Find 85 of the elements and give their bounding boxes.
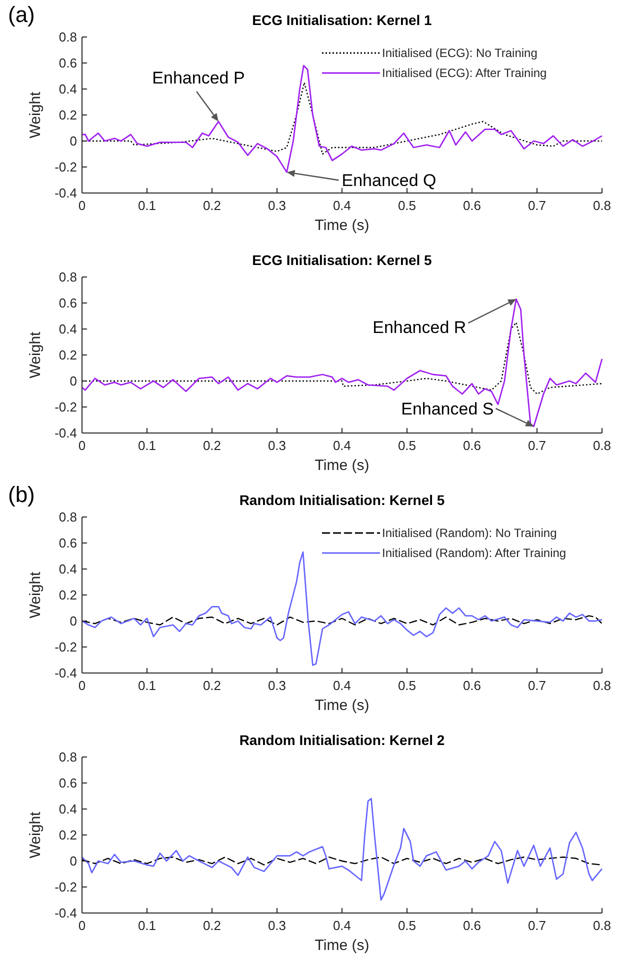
y-tick-label: 0.2 [58,588,77,602]
x-tick-label: 0.7 [528,198,546,213]
y-tick-label: 0.4 [58,82,77,96]
x-tick-label: 0.5 [398,678,416,693]
y-tick-label: -0.2 [54,400,77,414]
legend-label: Initialised (ECG): No Training [382,46,538,60]
y-tick-label: -0.4 [54,666,77,680]
x-axis-title: Time (s) [314,697,370,714]
y-tick-label: 0.8 [58,270,77,284]
y-tick-label: 0.8 [58,510,77,524]
x-tick-label: 0.1 [138,438,156,453]
annotation: Enhanced Q [342,171,436,190]
y-tick-label: 0 [70,614,77,628]
x-tick-label: 0.8 [592,198,612,213]
legend-label: Initialised (Random): After Training [382,546,566,560]
y-tick-label: 0.6 [58,296,77,310]
y-tick-label: 0 [70,374,77,388]
x-tick-label: 0.5 [398,438,416,453]
x-tick-label: 0.8 [592,678,612,693]
legend-label: Initialised (Random): No Training [382,526,557,540]
x-tick-label: 0.1 [138,198,156,213]
y-tick-label: -0.2 [54,880,77,894]
x-tick-label: 0.8 [592,918,612,933]
y-tick-label: 0.8 [58,750,77,764]
y-axis-title: Weight [27,330,44,378]
y-tick-label: 0.2 [58,108,77,122]
x-tick-label: 0.4 [332,198,352,213]
y-tick-label: -0.4 [54,186,77,200]
x-tick-label: 0.4 [332,918,352,933]
x-axis-title: Time (s) [314,937,370,954]
legend-label: Initialised (ECG): After Training [382,66,547,80]
x-axis-title: Time (s) [314,217,370,234]
x-tick-label: 0.6 [462,678,482,693]
x-tick-label: 0.6 [462,438,482,453]
y-tick-label: -0.4 [54,426,77,440]
x-tick-label: 0.4 [332,678,352,693]
y-tick-label: 0.6 [58,536,77,550]
x-axis-title: Time (s) [314,457,370,474]
text: (b) [8,482,35,507]
x-tick-label: 0.1 [138,678,156,693]
y-axis-title: Weight [27,810,44,858]
y-tick-label: -0.2 [54,160,77,174]
x-tick-label: 0.3 [268,198,286,213]
x-tick-label: 0.6 [462,198,482,213]
y-axis-title: Weight [27,90,44,138]
x-tick-label: 0.7 [528,678,546,693]
line-series [81,798,603,901]
x-tick-label: 0.2 [202,678,222,693]
x-tick-label: 0.8 [592,438,612,453]
x-tick-label: 0.3 [268,678,286,693]
y-tick-label: 0.4 [58,802,77,816]
y-tick-label: 0 [70,134,77,148]
x-tick-label: 0.1 [138,918,156,933]
chart-title: Random Initialisation: Kernel 2 [239,732,445,748]
x-tick-label: 0.3 [268,438,286,453]
y-tick-label: 0.6 [58,776,77,790]
x-tick-label: 0.2 [202,918,222,933]
annotation: Enhanced S [401,400,494,418]
annotation: Enhanced P [152,68,245,88]
x-tick-label: 0.5 [398,918,416,933]
text: (a) [8,2,35,27]
x-tick-label: 0.4 [332,438,352,453]
chart-title: Random Initialisation: Kernel 5 [239,492,445,508]
x-tick-label: 0.7 [528,918,546,933]
y-tick-label: 0.2 [58,828,77,842]
line-series [81,298,603,428]
y-tick-label: 0.6 [58,56,77,70]
y-axis-title: Weight [27,570,44,618]
y-tick-label: -0.4 [54,906,77,920]
x-tick-label: 0.2 [202,198,222,213]
x-tick-label: 0.7 [528,438,546,453]
y-tick-label: 0.8 [58,30,77,44]
chart-title: ECG Initialisation: Kernel 5 [252,252,432,268]
y-tick-label: 0.4 [58,562,77,576]
y-tick-label: 0.2 [58,348,77,362]
annotation: Enhanced R [372,318,466,338]
y-tick-label: 0 [70,854,77,868]
y-tick-label: 0.4 [58,322,77,336]
x-tick-label: 0.5 [398,198,416,213]
chart-title: ECG Initialisation: Kernel 1 [252,12,432,28]
x-tick-label: 0.6 [462,918,482,933]
x-tick-label: 0.2 [202,438,222,453]
x-tick-label: 0.3 [268,918,286,933]
y-tick-label: -0.2 [54,640,77,654]
line-series [81,856,603,866]
